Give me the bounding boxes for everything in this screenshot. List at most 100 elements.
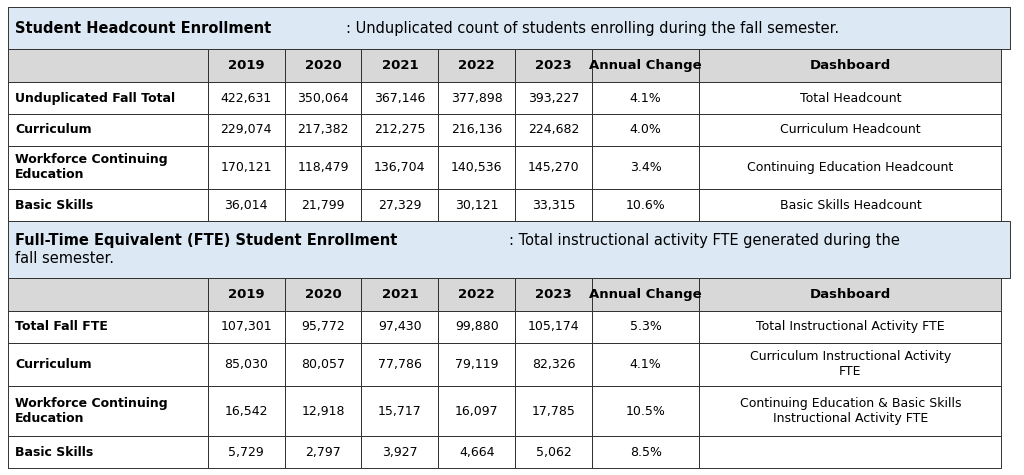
Bar <box>699 436 1001 468</box>
Bar <box>361 311 438 342</box>
Text: 2019: 2019 <box>228 59 264 72</box>
Bar <box>285 311 361 342</box>
Text: 10.6%: 10.6% <box>626 199 666 212</box>
Bar <box>699 114 1001 146</box>
Bar <box>361 342 438 386</box>
Text: 393,227: 393,227 <box>527 92 580 104</box>
Bar <box>592 146 699 190</box>
Bar <box>8 146 208 190</box>
Text: Student Headcount Enrollment: Student Headcount Enrollment <box>15 21 271 36</box>
Bar <box>592 83 699 114</box>
Bar <box>515 83 592 114</box>
Bar <box>592 114 699 146</box>
Bar <box>208 146 285 190</box>
Text: Annual Change: Annual Change <box>590 288 701 301</box>
Bar <box>8 83 208 114</box>
Text: 16,097: 16,097 <box>455 405 499 418</box>
Text: fall semester.: fall semester. <box>15 251 115 266</box>
Bar <box>8 114 208 146</box>
Text: 79,119: 79,119 <box>455 358 499 371</box>
Bar <box>285 146 361 190</box>
Text: 27,329: 27,329 <box>378 199 422 212</box>
Bar <box>699 311 1001 342</box>
Bar <box>285 386 361 436</box>
Bar <box>515 436 592 468</box>
Bar <box>285 278 361 311</box>
Bar <box>699 49 1001 83</box>
Text: 10.5%: 10.5% <box>626 405 666 418</box>
Bar <box>699 190 1001 221</box>
Bar <box>361 190 438 221</box>
Text: Basic Skills: Basic Skills <box>15 446 93 458</box>
Text: 30,121: 30,121 <box>455 199 499 212</box>
Bar <box>438 190 515 221</box>
Bar <box>699 386 1001 436</box>
Text: 3.4%: 3.4% <box>630 161 662 174</box>
Text: : Total instructional activity FTE generated during the: : Total instructional activity FTE gener… <box>509 233 900 248</box>
Bar <box>361 83 438 114</box>
Text: 224,682: 224,682 <box>527 124 580 136</box>
Bar <box>515 146 592 190</box>
Bar <box>515 278 592 311</box>
Text: Curriculum Instructional Activity
FTE: Curriculum Instructional Activity FTE <box>750 351 951 379</box>
Text: 229,074: 229,074 <box>220 124 272 136</box>
Text: Continuing Education Headcount: Continuing Education Headcount <box>748 161 953 174</box>
Bar <box>208 49 285 83</box>
Text: 2023: 2023 <box>536 59 571 72</box>
Text: 2022: 2022 <box>459 59 495 72</box>
Bar <box>361 436 438 468</box>
Text: 170,121: 170,121 <box>220 161 272 174</box>
Text: Workforce Continuing
Education: Workforce Continuing Education <box>15 153 168 181</box>
Text: Total Fall FTE: Total Fall FTE <box>15 320 109 333</box>
Bar <box>438 436 515 468</box>
Text: 212,275: 212,275 <box>374 124 426 136</box>
Bar <box>8 386 208 436</box>
Text: Curriculum: Curriculum <box>15 358 92 371</box>
Text: Dashboard: Dashboard <box>810 59 891 72</box>
Text: 136,704: 136,704 <box>374 161 426 174</box>
Text: 2021: 2021 <box>382 59 418 72</box>
Text: 5,062: 5,062 <box>536 446 571 458</box>
Bar <box>515 190 592 221</box>
Bar <box>208 311 285 342</box>
Bar <box>208 278 285 311</box>
Text: 140,536: 140,536 <box>451 161 503 174</box>
Text: 95,772: 95,772 <box>301 320 345 333</box>
Text: 2020: 2020 <box>305 288 341 301</box>
Text: 16,542: 16,542 <box>224 405 268 418</box>
Text: Curriculum: Curriculum <box>15 124 92 136</box>
Text: 4.1%: 4.1% <box>630 92 662 104</box>
Bar <box>438 342 515 386</box>
Bar <box>8 342 208 386</box>
Text: 4.1%: 4.1% <box>630 358 662 371</box>
Text: Basic Skills: Basic Skills <box>15 199 93 212</box>
Bar <box>592 278 699 311</box>
Text: Total Instructional Activity FTE: Total Instructional Activity FTE <box>756 320 945 333</box>
Text: 367,146: 367,146 <box>374 92 426 104</box>
Text: Unduplicated Fall Total: Unduplicated Fall Total <box>15 92 175 104</box>
Text: 350,064: 350,064 <box>297 92 349 104</box>
Bar <box>515 386 592 436</box>
Bar <box>8 278 208 311</box>
Text: 77,786: 77,786 <box>378 358 422 371</box>
Bar <box>699 342 1001 386</box>
Bar <box>8 221 1010 278</box>
Text: 2022: 2022 <box>459 288 495 301</box>
Text: 82,326: 82,326 <box>531 358 575 371</box>
Text: 97,430: 97,430 <box>378 320 422 333</box>
Bar <box>592 342 699 386</box>
Bar <box>208 83 285 114</box>
Text: 17,785: 17,785 <box>531 405 575 418</box>
Text: 80,057: 80,057 <box>301 358 345 371</box>
Bar <box>592 49 699 83</box>
Bar <box>592 190 699 221</box>
Text: 216,136: 216,136 <box>451 124 503 136</box>
Bar <box>285 83 361 114</box>
Text: 36,014: 36,014 <box>224 199 268 212</box>
Text: 2020: 2020 <box>305 59 341 72</box>
Text: 21,799: 21,799 <box>301 199 345 212</box>
Bar <box>515 49 592 83</box>
Bar <box>438 146 515 190</box>
Bar <box>208 114 285 146</box>
Bar <box>8 311 208 342</box>
